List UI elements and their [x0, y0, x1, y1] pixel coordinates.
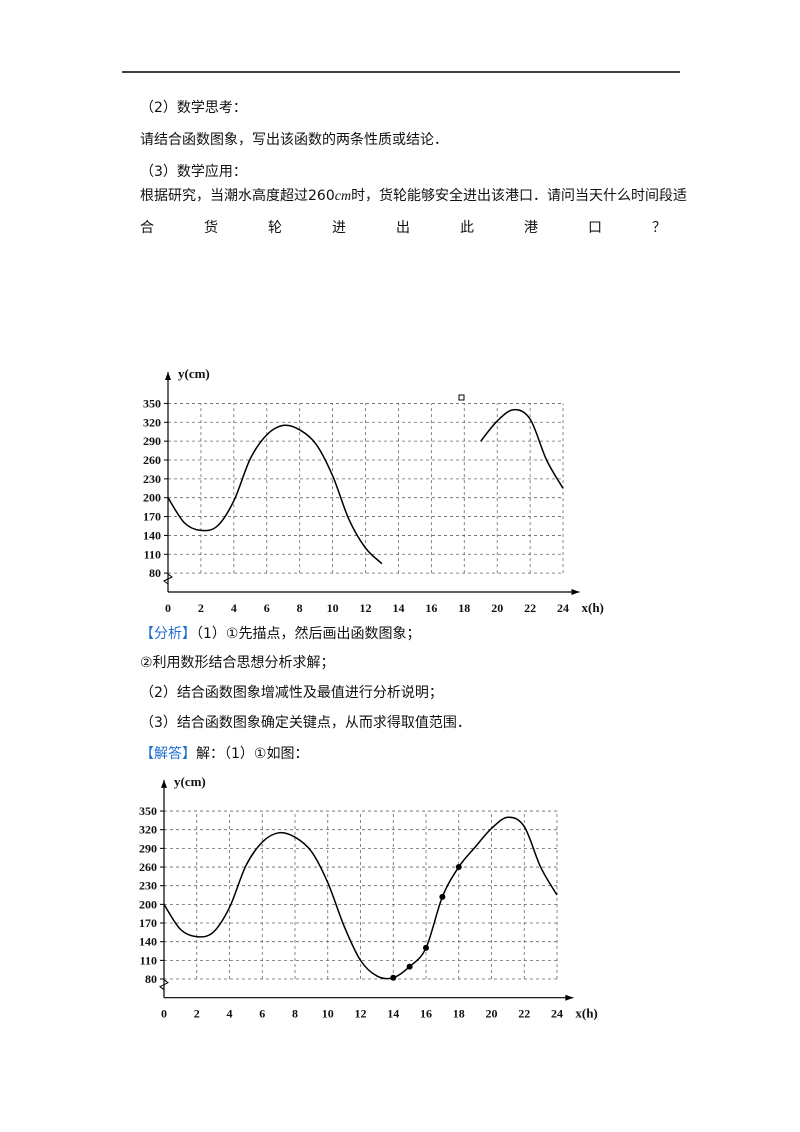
x-tick-label: 8 — [292, 1007, 298, 1021]
axis-break — [159, 979, 169, 991]
q3-text-b: 时，货轮能够安全进出该港口．请问当天什么时间段适 — [351, 187, 687, 204]
analysis-line: 【分析】（1）①先描点，然后画出函数图象； — [140, 625, 420, 642]
y-tick-label: 80 — [149, 566, 161, 580]
q3-title: （3）数学应用： — [140, 163, 247, 180]
y-tick-label: 140 — [143, 528, 161, 542]
y-tick-label: 290 — [143, 434, 161, 448]
y-tick-label: 320 — [143, 415, 161, 429]
y-arrow — [165, 371, 171, 380]
x-tick-label: 0 — [161, 1007, 167, 1021]
curve — [163, 816, 558, 980]
y-arrow — [161, 779, 167, 788]
x-arrow — [565, 994, 574, 1001]
analysis-text: （2）结合函数图象增减性及最值进行分析说明； — [140, 685, 443, 701]
analysis-text: （1）①先描点，然后画出函数图象； — [196, 625, 420, 642]
axis-break — [163, 573, 173, 585]
answer-line: 【解答】解：（1）①如图： — [140, 745, 308, 762]
x-tick-label: 2 — [194, 1007, 200, 1021]
y-axis-label: y(cm) — [178, 366, 210, 381]
x-tick-label: 14 — [387, 1007, 399, 1021]
stray-mark — [458, 394, 465, 401]
y-tick-label: 110 — [140, 953, 157, 967]
y-tick-label: 350 — [139, 804, 157, 818]
x-axis-label: x(h) — [582, 600, 604, 615]
x-tick-label: 22 — [524, 601, 536, 615]
y-tick-label: 260 — [139, 860, 157, 874]
data-point — [406, 963, 413, 970]
y-tick-label: 350 — [143, 396, 161, 410]
y-tick-label: 200 — [143, 491, 161, 505]
x-tick-label: 6 — [264, 601, 270, 615]
q3-text-unit: cm — [335, 189, 351, 204]
x-tick-label: 14 — [392, 601, 404, 615]
x-tick-label: 10 — [322, 1007, 334, 1021]
x-tick-label: 22 — [518, 1007, 530, 1021]
data-point — [390, 974, 397, 981]
x-tick-label: 16 — [420, 1007, 432, 1021]
x-tick-label: 6 — [259, 1007, 265, 1021]
analysis-tag: 【分析】 — [140, 626, 196, 642]
x-arrow — [571, 589, 580, 595]
q3-text-end: 合货轮进出此港口？ — [140, 219, 716, 236]
y-tick-label: 230 — [139, 879, 157, 893]
x-tick-label: 4 — [227, 1007, 233, 1021]
y-tick-label: 320 — [139, 823, 157, 837]
curve — [167, 408, 564, 565]
x-tick-label: 12 — [355, 1007, 367, 1021]
q2-title: （2）数学思考： — [140, 100, 247, 116]
data-point — [423, 944, 429, 951]
analysis-text: ②利用数形结合思想分析求解； — [140, 655, 335, 671]
q2-text: 请结合函数图象，写出该函数的两条性质或结论． — [140, 131, 448, 148]
analysis-text: （3）结合函数图象确定关键点，从而求得取值范围． — [140, 714, 471, 731]
x-tick-label: 18 — [453, 1007, 465, 1021]
answer-tag: 【解答】 — [140, 745, 196, 762]
y-tick-label: 110 — [144, 547, 161, 561]
x-tick-label: 10 — [327, 601, 339, 615]
x-tick-label: 0 — [165, 601, 171, 615]
q3-text: 根据研究，当潮水高度超过260cm时，货轮能够安全进出该港口．请问当天什么时间段… — [140, 187, 687, 204]
y-tick-label: 170 — [139, 916, 157, 930]
y-axis-label: y(cm) — [174, 774, 206, 789]
y-tick-label: 290 — [139, 841, 157, 855]
x-tick-label: 4 — [231, 601, 237, 615]
y-tick-label: 140 — [139, 935, 157, 949]
y-tick-label: 170 — [143, 510, 161, 524]
x-tick-label: 24 — [551, 1007, 563, 1021]
x-axis-label: x(h) — [575, 1006, 597, 1021]
y-tick-label: 260 — [143, 453, 161, 467]
q3-text-a: 根据研究，当潮水高度超过260 — [140, 187, 335, 204]
x-tick-label: 2 — [198, 601, 204, 615]
x-tick-label: 16 — [425, 601, 437, 615]
x-tick-label: 12 — [360, 601, 372, 615]
x-tick-label: 8 — [297, 601, 303, 615]
x-tick-label: 20 — [486, 1007, 498, 1021]
x-tick-label: 18 — [458, 601, 470, 615]
data-point — [455, 864, 462, 871]
answer-text: 解：（1）①如图： — [196, 746, 308, 762]
x-tick-label: 20 — [491, 601, 503, 615]
y-tick-label: 230 — [143, 472, 161, 486]
data-point — [439, 893, 446, 900]
y-tick-label: 80 — [145, 972, 157, 986]
y-tick-label: 200 — [139, 897, 157, 911]
x-tick-label: 24 — [557, 601, 569, 615]
